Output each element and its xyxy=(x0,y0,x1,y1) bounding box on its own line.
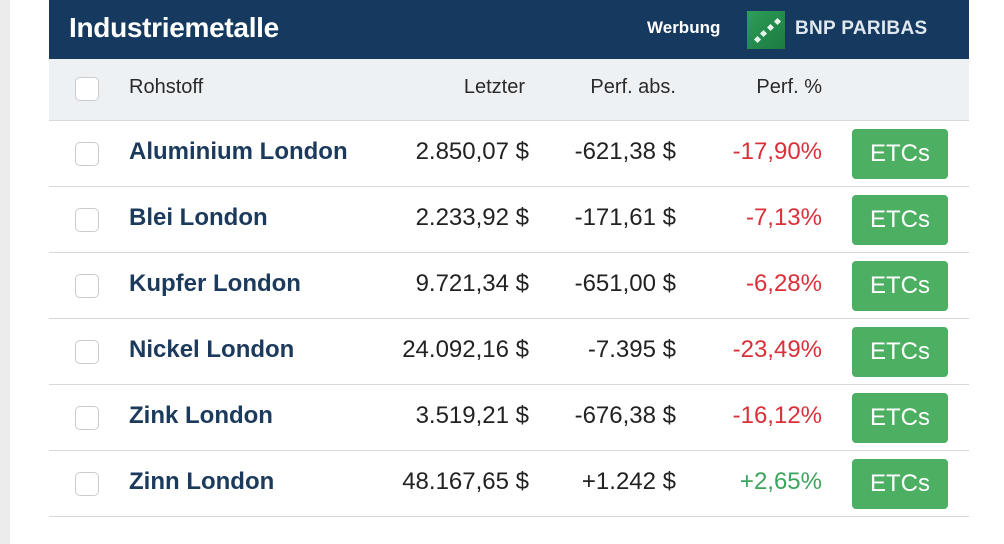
row-checkbox[interactable] xyxy=(75,406,99,430)
row-checkbox[interactable] xyxy=(75,472,99,496)
perf-pct: -17,90% xyxy=(732,138,822,165)
last-price: 3.519,21 $ xyxy=(415,402,529,429)
perf-abs: -171,61 $ xyxy=(574,204,676,231)
perf-pct: +2,65% xyxy=(739,468,822,495)
ad-label: Werbung xyxy=(647,18,721,37)
commodity-name-link[interactable]: Nickel London xyxy=(129,336,295,363)
column-header-last[interactable]: Letzter xyxy=(463,76,525,98)
row-checkbox[interactable] xyxy=(75,208,99,232)
etcs-button[interactable]: ETCs xyxy=(852,459,948,509)
last-price: 2.850,07 $ xyxy=(415,138,529,165)
commodity-name-link[interactable]: Zink London xyxy=(129,402,273,429)
column-header-name[interactable]: Rohstoff xyxy=(129,76,204,98)
perf-abs: -676,38 $ xyxy=(574,402,676,429)
row-checkbox[interactable] xyxy=(75,142,99,166)
etcs-button[interactable]: ETCs xyxy=(852,129,948,179)
row-checkbox[interactable] xyxy=(75,340,99,364)
last-price: 48.167,65 $ xyxy=(402,468,529,495)
table-row[interactable]: Aluminium London 2.850,07 $ -621,38 $ -17,9… xyxy=(49,121,969,187)
commodity-name-link[interactable]: Aluminium London xyxy=(129,138,348,165)
etcs-button[interactable]: ETCs xyxy=(852,261,948,311)
table-row[interactable]: Nickel London 24.092,16 $ -7.395 $ -23,49% E… xyxy=(49,319,969,385)
page-gutter xyxy=(0,0,10,544)
row-checkbox[interactable] xyxy=(75,274,99,298)
table-row[interactable]: Kupfer London 9.721,34 $ -651,00 $ -6,28% ET… xyxy=(49,253,969,319)
perf-abs: -651,00 $ xyxy=(574,270,676,297)
table-row[interactable]: Zinn London 48.167,65 $ +1.242 $ +2,65% ETCs xyxy=(49,451,969,517)
select-all-checkbox[interactable] xyxy=(75,77,99,101)
widget-header: Industriemetalle Werbung BNP PARIBAS xyxy=(49,0,969,59)
etcs-button[interactable]: ETCs xyxy=(852,195,948,245)
perf-abs: +1.242 $ xyxy=(581,468,676,495)
column-header-perf-pct[interactable]: Perf. % xyxy=(756,76,822,98)
commodity-name-link[interactable]: Zinn London xyxy=(129,468,275,495)
commodity-name-link[interactable]: Blei London xyxy=(129,204,268,231)
etcs-button[interactable]: ETCs xyxy=(852,327,948,377)
table-header: Rohstoff Letzter Perf. abs. Perf. % xyxy=(49,59,969,121)
table-body: Aluminium London 2.850,07 $ -621,38 $ -17,9… xyxy=(49,121,969,517)
widget-title: Industriemetalle xyxy=(69,12,279,43)
brand-name[interactable]: BNP PARIBAS xyxy=(795,18,928,39)
bnp-paribas-logo-icon[interactable] xyxy=(747,11,785,49)
last-price: 24.092,16 $ xyxy=(402,336,529,363)
table-row[interactable]: Blei London 2.233,92 $ -171,61 $ -7,13% ETCs xyxy=(49,187,969,253)
commodity-name-link[interactable]: Kupfer London xyxy=(129,270,301,297)
table-row[interactable]: Zink London 3.519,21 $ -676,38 $ -16,12% ETC… xyxy=(49,385,969,451)
perf-pct: -16,12% xyxy=(732,402,822,429)
perf-pct: -7,13% xyxy=(745,204,822,231)
etcs-button[interactable]: ETCs xyxy=(852,393,948,443)
last-price: 9.721,34 $ xyxy=(415,270,529,297)
perf-pct: -23,49% xyxy=(732,336,822,363)
last-price: 2.233,92 $ xyxy=(415,204,529,231)
perf-pct: -6,28% xyxy=(745,270,822,297)
industrial-metals-widget: Industriemetalle Werbung BNP PARIBAS Roh… xyxy=(49,0,969,517)
perf-abs: -621,38 $ xyxy=(574,138,676,165)
column-header-perf-abs[interactable]: Perf. abs. xyxy=(590,76,676,98)
perf-abs: -7.395 $ xyxy=(587,336,676,363)
